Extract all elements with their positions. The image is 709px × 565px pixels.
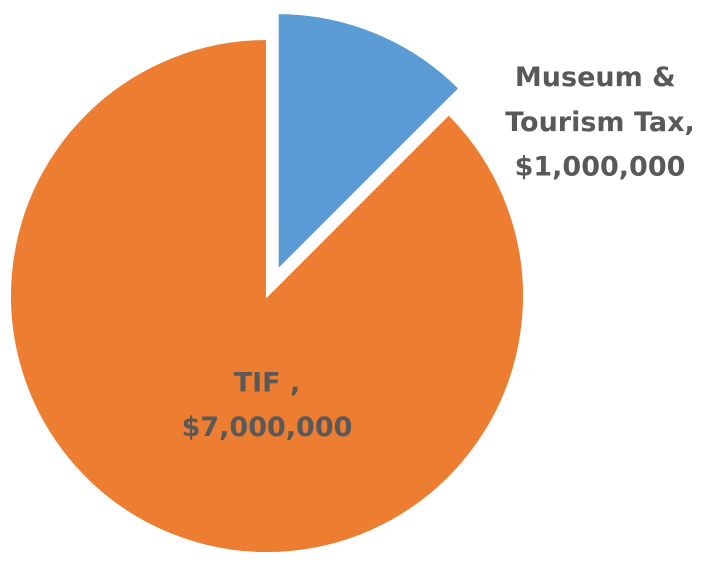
pie-slice — [276, 12, 461, 273]
pie-slice — [9, 37, 525, 554]
data-label-value: $7,000,000 — [182, 412, 353, 443]
data-label-name: TIF , — [234, 367, 301, 398]
data-label-name: Museum & Tourism Tax, — [505, 62, 695, 138]
data-label-value: $1,000,000 — [515, 152, 686, 183]
